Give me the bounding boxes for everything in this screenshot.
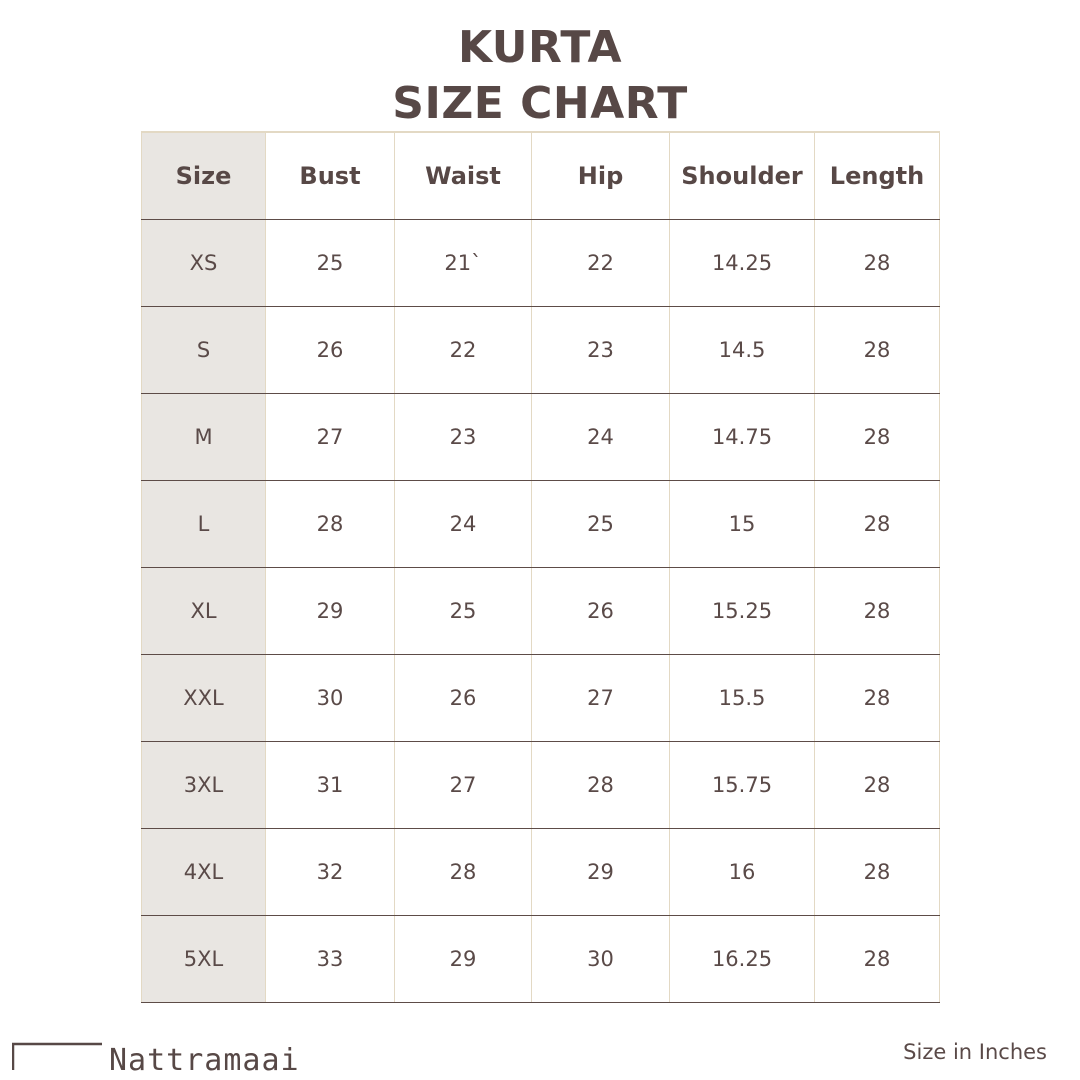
size-chart-table: Size Bust Waist Hip Shoulder Length XS 25 21` 22… xyxy=(141,131,940,1003)
measurement-cell: 28 xyxy=(531,741,670,829)
measurement-cell: 27 xyxy=(394,741,532,829)
column-header-waist: Waist xyxy=(394,131,532,220)
title-line-1: KURTA xyxy=(457,22,623,73)
column-header-bust: Bust xyxy=(265,131,395,220)
measurement-cell: 26 xyxy=(531,567,670,655)
column-header-hip: Hip xyxy=(531,131,670,220)
size-label-cell: XL xyxy=(141,567,266,655)
measurement-cell: 27 xyxy=(531,654,670,742)
measurement-cell: 29 xyxy=(394,915,532,1003)
size-label-cell: M xyxy=(141,393,266,481)
measurement-cell: 28 xyxy=(394,828,532,916)
measurement-cell: 16.25 xyxy=(669,915,815,1003)
measurement-cell: 29 xyxy=(265,567,395,655)
measurement-cell: 26 xyxy=(265,306,395,394)
measurement-cell: 30 xyxy=(531,915,670,1003)
measurement-cell: 28 xyxy=(814,654,940,742)
column-header-shoulder: Shoulder xyxy=(669,131,815,220)
measurement-cell: 22 xyxy=(531,219,670,307)
measurement-cell: 22 xyxy=(394,306,532,394)
measurement-cell: 24 xyxy=(531,393,670,481)
brand-logo-text: Nattramaai xyxy=(109,1043,300,1072)
measurement-cell: 28 xyxy=(265,480,395,568)
measurement-cell: 28 xyxy=(814,219,940,307)
measurement-cell: 23 xyxy=(394,393,532,481)
measurement-cell: 15 xyxy=(669,480,815,568)
size-label-cell: 3XL xyxy=(141,741,266,829)
table-row: L 28 24 25 15 28 xyxy=(141,480,940,568)
measurement-cell: 28 xyxy=(814,741,940,829)
table-row: S 26 22 23 14.5 28 xyxy=(141,306,940,394)
measurement-cell: 28 xyxy=(814,306,940,394)
measurement-cell: 15.75 xyxy=(669,741,815,829)
measurement-cell: 28 xyxy=(814,567,940,655)
measurement-cell: 31 xyxy=(265,741,395,829)
size-label-cell: XXL xyxy=(141,654,266,742)
measurement-cell: 14.25 xyxy=(669,219,815,307)
measurement-cell: 14.5 xyxy=(669,306,815,394)
table-row: 4XL 32 28 29 16 28 xyxy=(141,828,940,916)
measurement-cell: 26 xyxy=(394,654,532,742)
size-unit-note: Size in Inches xyxy=(903,1040,1047,1064)
measurement-cell: 33 xyxy=(265,915,395,1003)
measurement-cell: 14.75 xyxy=(669,393,815,481)
measurement-cell: 24 xyxy=(394,480,532,568)
table-row: XS 25 21` 22 14.25 28 xyxy=(141,219,940,307)
size-label-cell: L xyxy=(141,480,266,568)
table-row: 5XL 33 29 30 16.25 28 xyxy=(141,915,940,1003)
table-row: XXL 30 26 27 15.5 28 xyxy=(141,654,940,742)
column-header-size: Size xyxy=(141,131,266,220)
table-row: XL 29 25 26 15.25 28 xyxy=(141,567,940,655)
measurement-cell: 29 xyxy=(531,828,670,916)
measurement-cell: 15.5 xyxy=(669,654,815,742)
measurement-cell: 15.25 xyxy=(669,567,815,655)
size-label-cell: S xyxy=(141,306,266,394)
measurement-cell: 23 xyxy=(531,306,670,394)
measurement-cell: 21` xyxy=(394,219,532,307)
measurement-cell: 28 xyxy=(814,915,940,1003)
measurement-cell: 25 xyxy=(265,219,395,307)
size-label-cell: 5XL xyxy=(141,915,266,1003)
measurement-cell: 28 xyxy=(814,480,940,568)
size-label-cell: 4XL xyxy=(141,828,266,916)
column-header-length: Length xyxy=(814,131,940,220)
measurement-cell: 25 xyxy=(394,567,532,655)
title-line-2: SIZE CHART xyxy=(392,78,688,129)
measurement-cell: 28 xyxy=(814,828,940,916)
size-label-cell: XS xyxy=(141,219,266,307)
measurement-cell: 28 xyxy=(814,393,940,481)
table-header-row: Size Bust Waist Hip Shoulder Length xyxy=(141,131,940,220)
measurement-cell: 16 xyxy=(669,828,815,916)
brand-logo: Nattramaai xyxy=(12,1042,300,1072)
table-row: M 27 23 24 14.75 28 xyxy=(141,393,940,481)
measurement-cell: 25 xyxy=(531,480,670,568)
measurement-cell: 27 xyxy=(265,393,395,481)
measurement-cell: 32 xyxy=(265,828,395,916)
measurement-cell: 30 xyxy=(265,654,395,742)
table-row: 3XL 31 27 28 15.75 28 xyxy=(141,741,940,829)
